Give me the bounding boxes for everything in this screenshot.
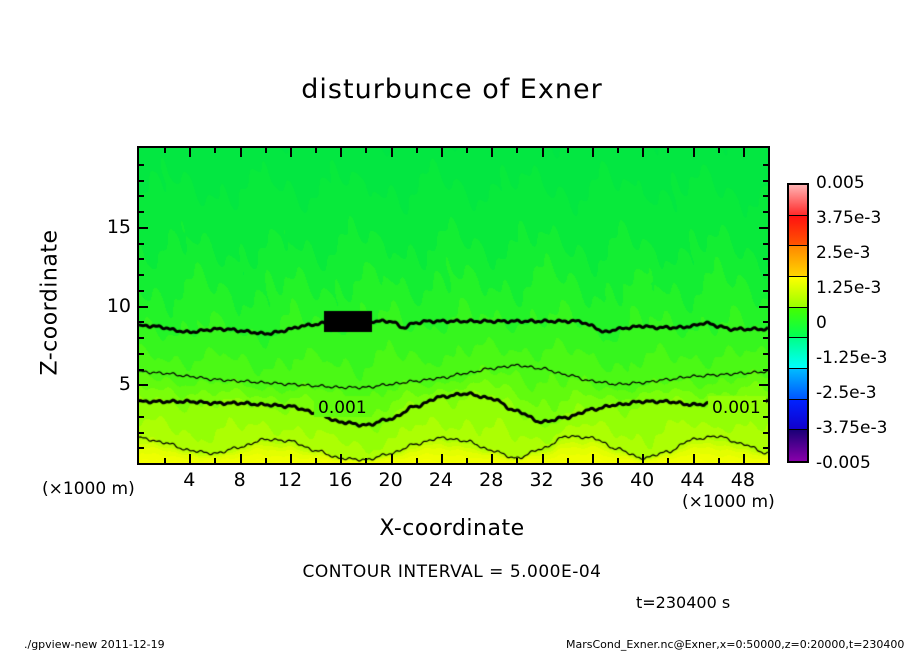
colorbar-band-6 <box>789 368 807 400</box>
footer-right-note: MarsCond_Exner.nc@Exner,x=0:50000,z=0:20… <box>566 638 904 651</box>
colorbar-label-4: 0 <box>816 313 827 333</box>
colorbar-label-5: -1.25e-3 <box>816 348 888 368</box>
contour-plot-area <box>137 146 770 465</box>
colorbar-band-7 <box>789 399 807 431</box>
x-tick-label: 16 <box>328 469 353 491</box>
x-tick-label: 20 <box>378 469 403 491</box>
colorbar-band-8 <box>789 430 807 461</box>
x-unit-right-label: (×1000 m) <box>682 492 775 512</box>
colorbar <box>787 183 809 463</box>
contour-interval-note: CONTOUR INTERVAL = 5.000E-04 <box>302 562 602 582</box>
colorbar-label-1: 3.75e-3 <box>816 208 882 228</box>
time-stamp-note: t=230400 s <box>636 593 731 612</box>
y-axis-title: Z-coordinate <box>37 229 63 376</box>
colorbar-band-5 <box>789 338 807 369</box>
x-tick-label: 48 <box>730 469 755 491</box>
colorbar-label-8: -0.005 <box>816 453 871 473</box>
footer-left-note: ./gpview-new 2011-12-19 <box>24 638 165 651</box>
x-tick-label: 24 <box>428 469 453 491</box>
colorbar-band-2 <box>789 246 807 277</box>
colorbar-label-6: -2.5e-3 <box>816 383 877 403</box>
x-axis-title: X-coordinate <box>379 516 525 541</box>
colorbar-band-1 <box>789 215 807 247</box>
colorbar-label-7: -3.75e-3 <box>816 418 888 438</box>
x-tick-label: 4 <box>183 469 196 491</box>
page-title: disturbunce of Exner <box>301 74 603 105</box>
x-tick-label: 12 <box>277 469 303 491</box>
y-tick-label: 10 <box>106 294 131 317</box>
x-tick-label: 32 <box>529 469 554 491</box>
colorbar-label-2: 2.5e-3 <box>816 243 871 263</box>
y-tick-label: 15 <box>106 215 131 238</box>
x-unit-left-label: (×1000 m) <box>42 479 135 499</box>
colorbar-label-3: 1.25e-3 <box>816 278 882 298</box>
x-tick-label: 44 <box>680 469 705 491</box>
contour-field-canvas <box>139 148 768 463</box>
colorbar-band-3 <box>789 276 807 308</box>
x-tick-label: 28 <box>479 469 504 491</box>
colorbar-band-0 <box>789 185 807 216</box>
x-tick-label: 36 <box>579 469 604 491</box>
x-tick-label: 8 <box>233 469 246 491</box>
colorbar-band-4 <box>789 307 807 339</box>
y-tick-label: 5 <box>118 373 131 396</box>
x-tick-label: 40 <box>630 469 655 491</box>
colorbar-label-0: 0.005 <box>816 173 865 193</box>
